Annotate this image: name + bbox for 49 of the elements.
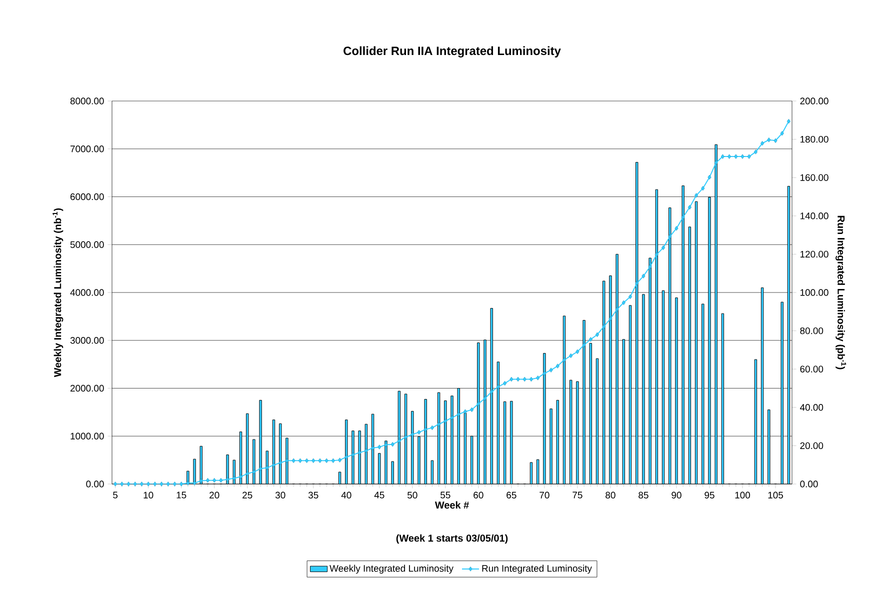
- x-tick-label: 105: [768, 492, 784, 498]
- x-tick-label: 90: [672, 492, 682, 498]
- y2-tick-label: 60.00: [800, 366, 824, 372]
- x-axis-title: Week #: [434, 501, 469, 509]
- x-tick-label: 95: [704, 492, 714, 498]
- y2-tick-label: 140.00: [800, 212, 828, 220]
- y2-tick-label: 120.00: [800, 250, 828, 258]
- y-tick-label: 8000.00: [70, 98, 104, 104]
- x-tick-label: 65: [506, 492, 516, 498]
- y-tick-label: 6000.00: [70, 193, 104, 200]
- y-tick-label: 4000.00: [70, 289, 104, 296]
- x-tick-label: 80: [606, 492, 616, 498]
- y-tick-label: 0.00: [86, 480, 104, 488]
- y2-tick-label: 20.00: [800, 442, 824, 450]
- legend-label: Weekly Integrated Luminosity: [330, 564, 454, 574]
- x-tick-label: 55: [440, 492, 450, 498]
- x-tick-label: 85: [638, 492, 648, 498]
- chart-title: Collider Run IIA Integrated Luminosity: [344, 46, 561, 58]
- x-tick-label: 5: [113, 492, 118, 498]
- y2-tick-label: 100.00: [800, 289, 828, 296]
- x-tick-label: 100: [735, 492, 750, 498]
- y-tick-label: 5000.00: [70, 241, 104, 248]
- x-tick-label: 40: [341, 492, 352, 498]
- y-tick-label: 3000.00: [70, 337, 104, 344]
- text: (Week 1 starts 03/05/01): [396, 534, 508, 544]
- bar: [708, 197, 711, 484]
- y-tick-label: 7000.00: [70, 146, 104, 152]
- y2-tick-label: 40.00: [800, 404, 824, 411]
- x-tick-label: 75: [572, 492, 582, 498]
- y-tick-label: 2000.00: [70, 384, 104, 392]
- y2-tick-label: 180.00: [800, 136, 828, 143]
- y2-axis-title: Run Integrated Luminosity (pb$^{-1}$): [836, 216, 846, 370]
- y2-tick-label: 80.00: [800, 327, 824, 334]
- y2-tick-label: 160.00: [800, 174, 828, 181]
- x-tick-label: 45: [374, 492, 384, 498]
- x-tick-label: 50: [408, 492, 418, 498]
- x-tick-label: 70: [540, 492, 550, 498]
- x-tick-label: 60: [474, 492, 484, 498]
- x-tick-label: 25: [242, 492, 252, 498]
- x-tick-label: 35: [308, 492, 318, 498]
- y-tick-label: 1000.00: [70, 432, 104, 440]
- x-tick-label: 10: [144, 492, 154, 498]
- legend-label: Run Integrated Luminosity: [482, 564, 592, 574]
- y2-tick-label: 0.00: [800, 480, 818, 488]
- y2-tick-label: 200.00: [800, 98, 828, 104]
- y-axis-title: Weekly Integrated Luminosity (nb$^{-1}$): [52, 208, 64, 378]
- x-tick-label: 20: [210, 492, 220, 498]
- x-tick-label: 30: [275, 492, 286, 498]
- x-tick-label: 15: [176, 492, 186, 498]
